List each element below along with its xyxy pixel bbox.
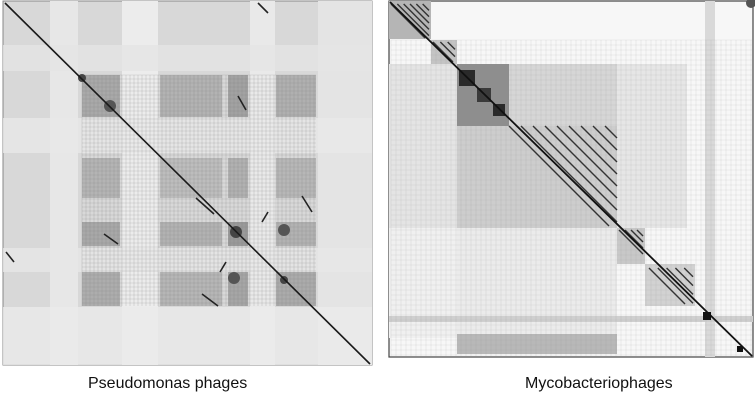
block-grid (389, 1, 753, 357)
dotplot-pseudomonas-canvas (2, 0, 373, 366)
dotplot-mycobacteriophages-canvas (388, 0, 755, 358)
caption-mycobacteriophages: Mycobacteriophages (525, 375, 673, 392)
main-diagonal (389, 1, 753, 357)
diagonal-hatch-repeats (390, 3, 694, 305)
block-grid (3, 1, 372, 365)
dotplot-mycobacteriophages (387, 0, 755, 360)
fine-stripe-texture (81, 74, 316, 306)
main-diagonal (4, 2, 371, 365)
dotplot-pseudomonas-phages (0, 0, 374, 370)
fine-stripe-texture (390, 39, 753, 356)
caption-pseudomonas-phages: Pseudomonas phages (88, 375, 248, 392)
corner-marker (746, 0, 755, 8)
off-diagonal-segments (5, 2, 313, 307)
